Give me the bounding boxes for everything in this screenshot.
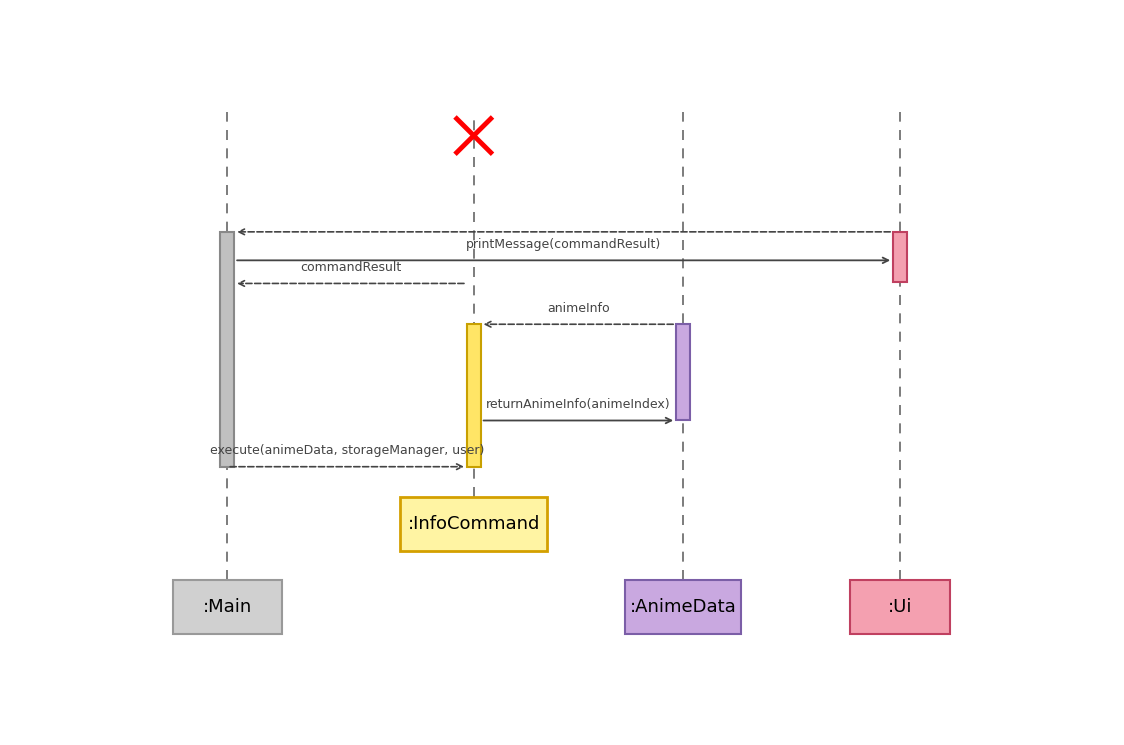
Text: animeInfo: animeInfo [547, 302, 609, 315]
Text: :AnimeData: :AnimeData [629, 597, 736, 616]
FancyBboxPatch shape [466, 324, 481, 466]
Text: :Ui: :Ui [888, 597, 913, 616]
Text: returnAnimeInfo(animeIndex): returnAnimeInfo(animeIndex) [486, 399, 671, 411]
FancyBboxPatch shape [850, 580, 951, 634]
Text: printMessage(commandResult): printMessage(commandResult) [466, 238, 661, 251]
Text: :InfoCommand: :InfoCommand [408, 516, 540, 533]
Text: :Main: :Main [202, 597, 252, 616]
FancyBboxPatch shape [625, 580, 741, 634]
Text: execute(animeData, storageManager, user): execute(animeData, storageManager, user) [210, 445, 484, 457]
FancyBboxPatch shape [400, 498, 547, 551]
Text: commandResult: commandResult [300, 261, 401, 274]
FancyBboxPatch shape [894, 232, 907, 282]
FancyBboxPatch shape [676, 324, 690, 420]
FancyBboxPatch shape [173, 580, 281, 634]
FancyBboxPatch shape [220, 232, 234, 466]
